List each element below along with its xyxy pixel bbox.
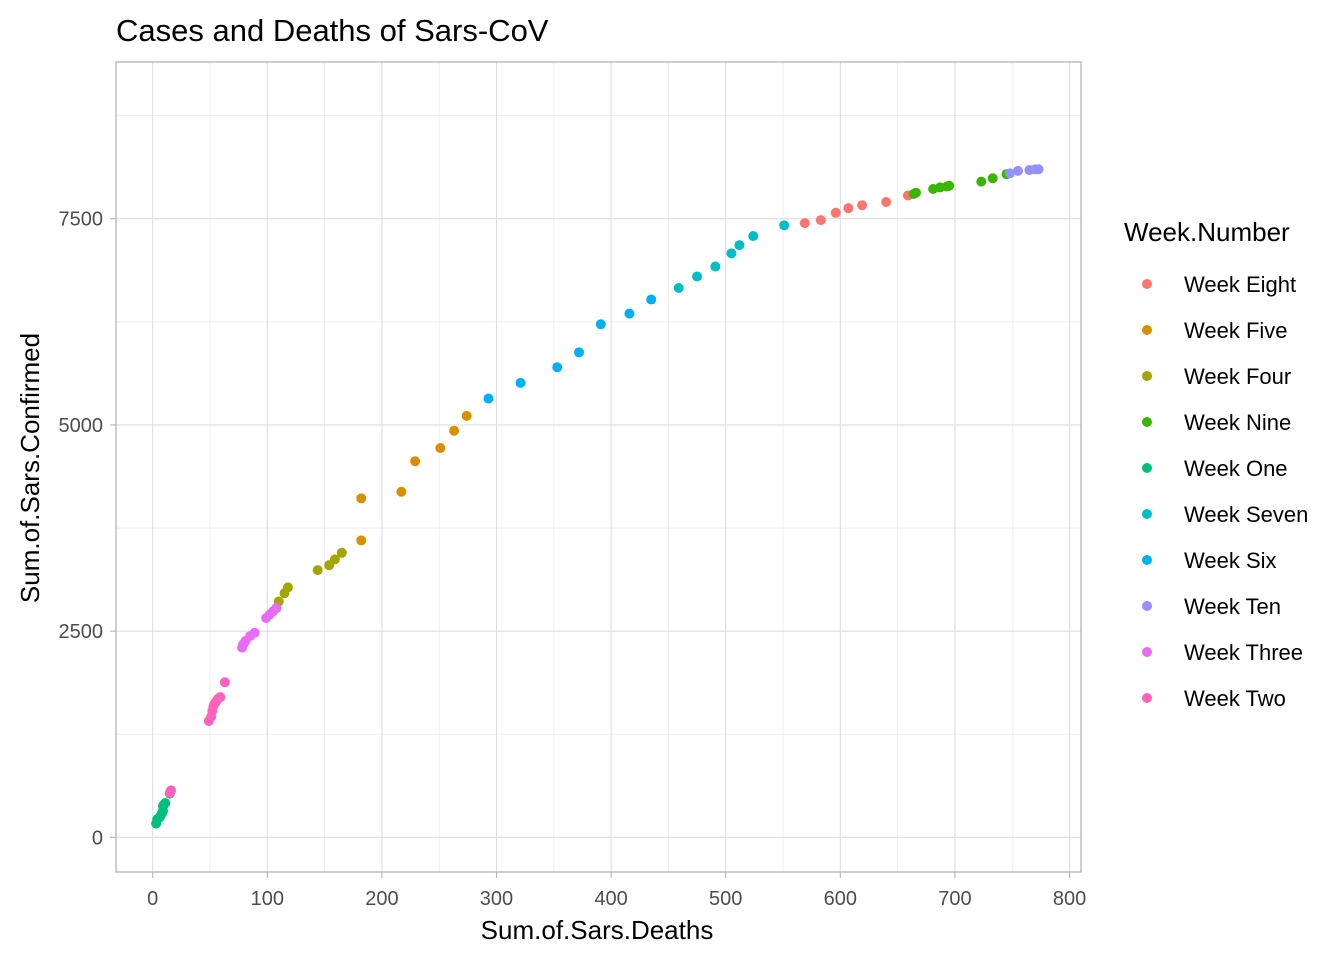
x-tick-label: 0	[147, 888, 158, 910]
data-point	[249, 627, 260, 638]
legend-title: Week.Number	[1124, 217, 1290, 247]
data-point	[312, 565, 323, 576]
plot-panel	[115, 61, 1082, 873]
data-point	[815, 215, 826, 226]
data-points	[151, 164, 1044, 829]
data-point	[219, 677, 230, 688]
legend-key	[1142, 417, 1152, 427]
data-point	[483, 393, 494, 404]
data-point	[595, 319, 606, 330]
data-point	[515, 377, 526, 388]
data-point	[799, 218, 810, 229]
x-tick-label: 400	[594, 888, 627, 910]
legend-key	[1142, 693, 1152, 703]
data-point	[692, 271, 703, 282]
legend-label: Week Ten	[1184, 594, 1281, 619]
data-point	[673, 283, 684, 294]
data-point	[624, 308, 635, 319]
x-tick-label: 500	[709, 888, 742, 910]
data-point	[574, 347, 585, 358]
legend-key	[1142, 647, 1152, 657]
data-point	[748, 231, 759, 242]
data-point	[552, 362, 563, 373]
data-point	[329, 554, 340, 565]
data-point	[449, 425, 460, 436]
data-point	[215, 692, 226, 703]
data-point	[356, 535, 367, 546]
legend-label: Week Eight	[1184, 272, 1296, 297]
data-point	[1012, 165, 1023, 176]
y-tick-label: 0	[92, 827, 103, 849]
x-axis-title: Sum.of.Sars.Deaths	[481, 915, 714, 945]
legend: Week.Number Week Eight Week Five Week Four…	[1124, 217, 1308, 711]
grid-lines	[116, 62, 1081, 872]
legend-label: Week Two	[1184, 686, 1286, 711]
legend-key	[1142, 279, 1152, 289]
legend-label: Week Three	[1184, 640, 1303, 665]
data-point	[1004, 168, 1015, 179]
data-point	[857, 200, 868, 211]
data-point	[271, 603, 282, 614]
data-point	[734, 240, 745, 251]
legend-key	[1142, 601, 1152, 611]
data-point	[976, 176, 987, 187]
data-point	[726, 248, 737, 259]
y-tick-label: 7500	[59, 209, 104, 231]
data-point	[881, 196, 892, 207]
legend-key	[1142, 325, 1152, 335]
y-tick-label: 5000	[59, 415, 104, 437]
data-point	[356, 493, 367, 504]
data-point	[1033, 164, 1044, 175]
legend-label: Week Four	[1184, 364, 1291, 389]
data-point	[987, 173, 998, 184]
x-tick-label: 200	[365, 888, 398, 910]
data-point	[779, 220, 790, 231]
data-point	[830, 207, 841, 218]
legend-label: Week Six	[1184, 548, 1277, 573]
data-point	[843, 203, 854, 214]
legend-label: Week Five	[1184, 318, 1288, 343]
x-tick-label: 100	[251, 888, 284, 910]
x-tick-label: 600	[824, 888, 857, 910]
data-point	[410, 456, 421, 467]
legend-label: Week One	[1184, 456, 1288, 481]
data-point	[396, 486, 407, 497]
y-axis-title: Sum.of.Sars.Confirmed	[15, 333, 45, 603]
legend-label: Week Nine	[1184, 410, 1291, 435]
x-tick-label: 700	[938, 888, 971, 910]
data-point	[910, 187, 921, 198]
legend-key	[1142, 509, 1152, 519]
data-point	[166, 785, 177, 796]
chart-title: Cases and Deaths of Sars-CoV	[116, 13, 549, 48]
data-point	[282, 582, 293, 593]
data-point	[944, 180, 955, 191]
data-point	[710, 261, 721, 272]
data-point	[160, 798, 171, 809]
legend-key	[1142, 371, 1152, 381]
data-point	[336, 547, 347, 558]
x-tick-label: 300	[480, 888, 513, 910]
legend-label: Week Seven	[1184, 502, 1308, 527]
data-point	[461, 410, 472, 421]
legend-key	[1142, 463, 1152, 473]
data-point	[646, 294, 657, 305]
y-tick-label: 2500	[59, 621, 104, 643]
x-tick-label: 800	[1053, 888, 1086, 910]
data-point	[435, 443, 446, 454]
axis-ticks: 0 100 200 300 400 500 600 700 800 0 2500 5000 7500	[59, 209, 1087, 910]
legend-key	[1142, 555, 1152, 565]
